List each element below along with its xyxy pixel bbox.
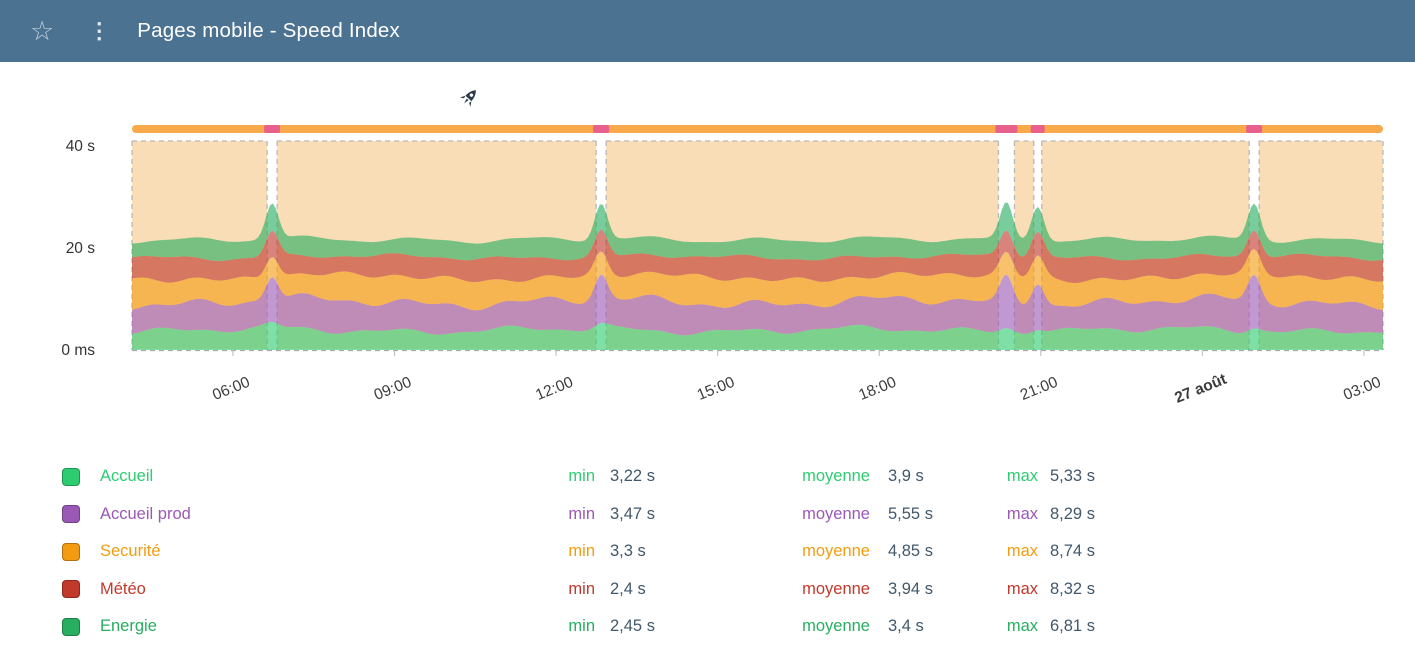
moyenne-value: 3,9 s <box>888 467 924 486</box>
moyenne-value: 4,85 s <box>888 542 933 561</box>
legend-row: Météo min 2,4 s moyenne 3,94 s max 8,32 … <box>0 571 1415 609</box>
series-swatch[interactable] <box>62 505 80 524</box>
svg-text:21:00: 21:00 <box>1018 374 1061 404</box>
window-header: ☆ ⋮ Pages mobile - Speed Index <box>0 0 1415 62</box>
series-name[interactable]: Accueil prod <box>100 504 191 523</box>
max-label: max <box>1006 579 1038 598</box>
rocket-icon <box>459 90 476 107</box>
min-value: 2,4 s <box>610 579 646 598</box>
max-label: max <box>1006 617 1038 636</box>
min-label: min <box>568 467 595 486</box>
max-label: max <box>1006 542 1038 561</box>
legend-row: Accueil prod min 3,47 s moyenne 5,55 s m… <box>0 496 1415 534</box>
max-value: 8,29 s <box>1050 504 1095 523</box>
max-value: 8,74 s <box>1050 542 1095 561</box>
min-value: 3,22 s <box>610 467 655 486</box>
series-swatch[interactable] <box>62 467 80 486</box>
series-name[interactable]: Energie <box>100 617 157 636</box>
min-label: min <box>568 579 595 598</box>
series-swatch[interactable] <box>62 580 80 599</box>
min-value: 2,45 s <box>610 617 655 636</box>
page-title: Pages mobile - Speed Index <box>137 19 400 42</box>
moyenne-label: moyenne <box>802 467 870 486</box>
svg-text:03:00: 03:00 <box>1341 374 1384 404</box>
series-swatch[interactable] <box>62 542 80 561</box>
moyenne-label: moyenne <box>802 617 870 636</box>
svg-text:40 s: 40 s <box>66 138 96 155</box>
speed-index-chart[interactable]: 06:00 09:00 12:00 15:00 18:00 21:00 27 août 03:… <box>0 62 1415 456</box>
moyenne-value: 5,55 s <box>888 504 933 523</box>
min-value: 3,3 s <box>610 542 646 561</box>
favorite-star-icon[interactable]: ☆ <box>30 15 55 46</box>
moyenne-label: moyenne <box>802 542 870 561</box>
max-value: 6,81 s <box>1050 617 1095 636</box>
moyenne-value: 3,4 s <box>888 617 924 636</box>
series-name[interactable]: Accueil <box>100 467 154 486</box>
series-name[interactable]: Securité <box>100 542 161 561</box>
min-label: min <box>568 542 595 561</box>
svg-text:0 ms: 0 ms <box>61 342 95 359</box>
svg-text:12:00: 12:00 <box>533 374 576 404</box>
min-value: 3,47 s <box>610 504 655 523</box>
kebab-menu-icon[interactable]: ⋮ <box>88 18 111 43</box>
min-label: min <box>568 504 595 523</box>
max-value: 5,33 s <box>1050 467 1095 486</box>
moyenne-value: 3,94 s <box>888 579 933 598</box>
svg-text:27 août: 27 août <box>1172 371 1229 407</box>
max-value: 8,32 s <box>1050 579 1095 598</box>
max-label: max <box>1006 467 1038 486</box>
legend-row: Accueil min 3,22 s moyenne 3,9 s max 5,3… <box>0 458 1415 496</box>
legend: Accueil min 3,22 s moyenne 3,9 s max 5,3… <box>0 458 1415 646</box>
max-label: max <box>1006 504 1038 523</box>
legend-row: Energie min 2,45 s moyenne 3,4 s max 6,8… <box>0 608 1415 646</box>
svg-text:15:00: 15:00 <box>695 374 738 404</box>
moyenne-label: moyenne <box>802 504 870 523</box>
svg-text:18:00: 18:00 <box>856 374 899 404</box>
legend-row: Securité min 3,3 s moyenne 4,85 s max 8,… <box>0 533 1415 571</box>
series-name[interactable]: Météo <box>100 579 146 598</box>
svg-text:06:00: 06:00 <box>210 374 253 404</box>
series-swatch[interactable] <box>62 617 80 636</box>
min-label: min <box>568 617 595 636</box>
svg-text:09:00: 09:00 <box>372 374 415 404</box>
moyenne-label: moyenne <box>802 579 870 598</box>
svg-text:20 s: 20 s <box>66 240 96 257</box>
